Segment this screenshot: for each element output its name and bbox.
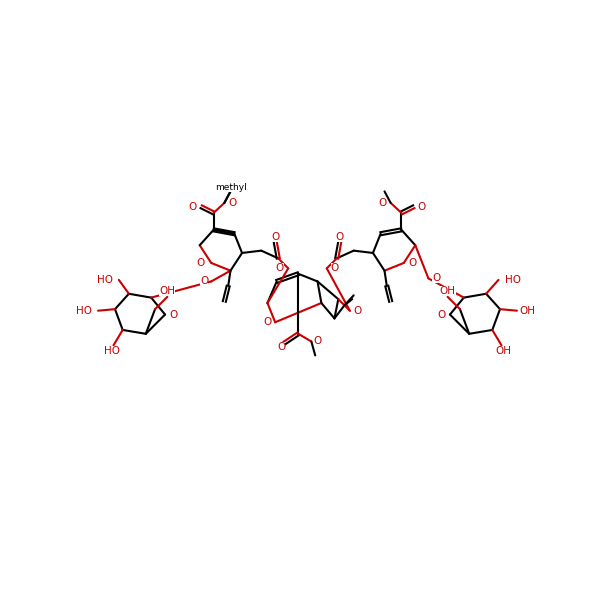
Text: HO: HO: [104, 346, 120, 356]
Text: O: O: [277, 342, 286, 352]
Text: O: O: [438, 310, 446, 320]
Text: O: O: [271, 232, 279, 242]
Text: OH: OH: [495, 346, 511, 356]
Text: O: O: [275, 263, 284, 274]
Text: O: O: [228, 198, 236, 208]
Text: O: O: [409, 258, 416, 268]
Text: O: O: [418, 202, 426, 212]
Text: O: O: [263, 317, 271, 327]
Text: methyl: methyl: [215, 183, 247, 192]
Text: HO: HO: [76, 305, 92, 316]
Text: O: O: [432, 274, 440, 283]
Text: O: O: [169, 310, 177, 320]
Text: O: O: [336, 232, 344, 242]
Text: OH: OH: [160, 286, 175, 296]
Text: O: O: [197, 258, 205, 268]
Text: O: O: [200, 277, 208, 286]
Text: HO: HO: [505, 275, 521, 285]
Text: OH: OH: [519, 305, 535, 316]
Text: methyl: methyl: [230, 185, 235, 186]
Text: O: O: [331, 263, 339, 274]
Text: O: O: [379, 198, 387, 208]
Text: O: O: [354, 305, 362, 316]
Text: O: O: [314, 337, 322, 346]
Text: OH: OH: [440, 286, 455, 296]
Text: O: O: [188, 202, 197, 212]
Text: HO: HO: [97, 275, 113, 285]
